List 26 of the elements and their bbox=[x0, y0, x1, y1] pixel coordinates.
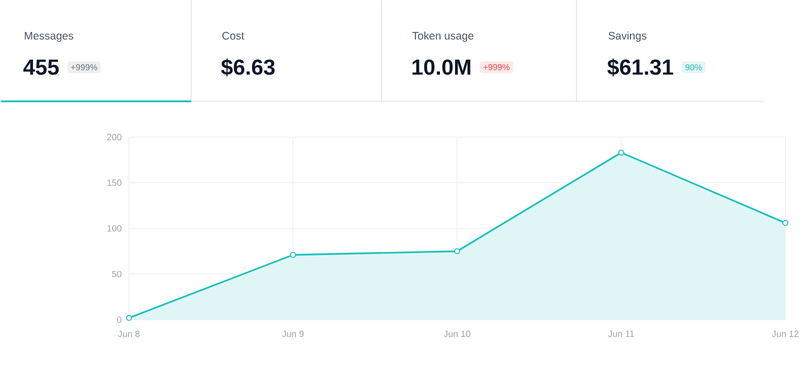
x-tick-label: Jun 8 bbox=[118, 330, 140, 338]
point bbox=[126, 314, 132, 321]
y-tick-label: 200 bbox=[107, 134, 122, 140]
text: Token usage bbox=[412, 32, 474, 42]
y-tick-label: 50 bbox=[112, 270, 122, 278]
text: +999% bbox=[483, 64, 510, 70]
x-tick-label: Jun 10 bbox=[444, 330, 470, 338]
x-tick-label: Jun 9 bbox=[282, 330, 304, 338]
point bbox=[290, 252, 296, 258]
text: $6.63 bbox=[221, 58, 275, 76]
y-tick-label: 150 bbox=[107, 180, 122, 186]
text: 90% bbox=[685, 64, 702, 70]
y-tick-label: 0 bbox=[117, 316, 122, 323]
point bbox=[454, 248, 460, 254]
text: 10.0M bbox=[412, 59, 470, 75]
x-tick-label: Jun 11 bbox=[608, 330, 634, 337]
y-tick-label: 100 bbox=[107, 225, 122, 232]
text: +999% bbox=[71, 64, 98, 70]
text: $61.31 bbox=[607, 58, 674, 76]
text: Cost bbox=[222, 32, 244, 40]
text: Savings bbox=[608, 32, 646, 42]
point bbox=[782, 220, 788, 226]
text: 455 bbox=[23, 60, 59, 75]
point bbox=[618, 150, 624, 156]
text: Messages bbox=[24, 32, 74, 42]
x-tick-label: Jun 12 bbox=[772, 330, 798, 338]
